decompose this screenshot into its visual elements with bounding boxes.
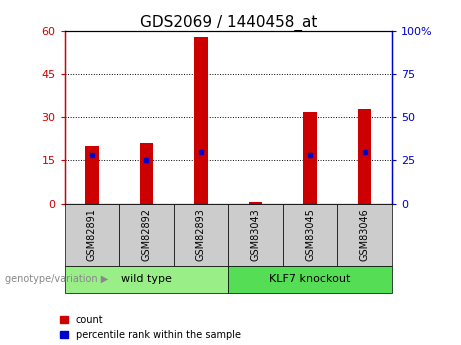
Text: GSM83043: GSM83043 [250,208,260,261]
Text: GSM82893: GSM82893 [196,208,206,261]
Bar [174,204,228,266]
Bar [228,204,283,266]
Bar [358,109,372,204]
Text: GSM82891: GSM82891 [87,208,97,261]
Bar [140,143,153,204]
Title: GDS2069 / 1440458_at: GDS2069 / 1440458_at [140,15,317,31]
Bar [303,111,317,204]
Bar [337,204,392,266]
Text: GSM82892: GSM82892 [142,208,151,261]
Text: genotype/variation ▶: genotype/variation ▶ [5,275,108,284]
Bar [248,202,262,204]
Text: wild type: wild type [121,275,172,284]
Bar [65,204,119,266]
Bar [283,204,337,266]
Text: KLF7 knockout: KLF7 knockout [269,275,351,284]
Text: GSM83045: GSM83045 [305,208,315,261]
Bar [228,266,392,293]
Bar [194,37,208,204]
Bar [119,204,174,266]
Bar [85,146,99,204]
Bar [65,266,228,293]
Text: GSM83046: GSM83046 [360,208,370,261]
Legend: count, percentile rank within the sample: count, percentile rank within the sample [60,315,241,340]
